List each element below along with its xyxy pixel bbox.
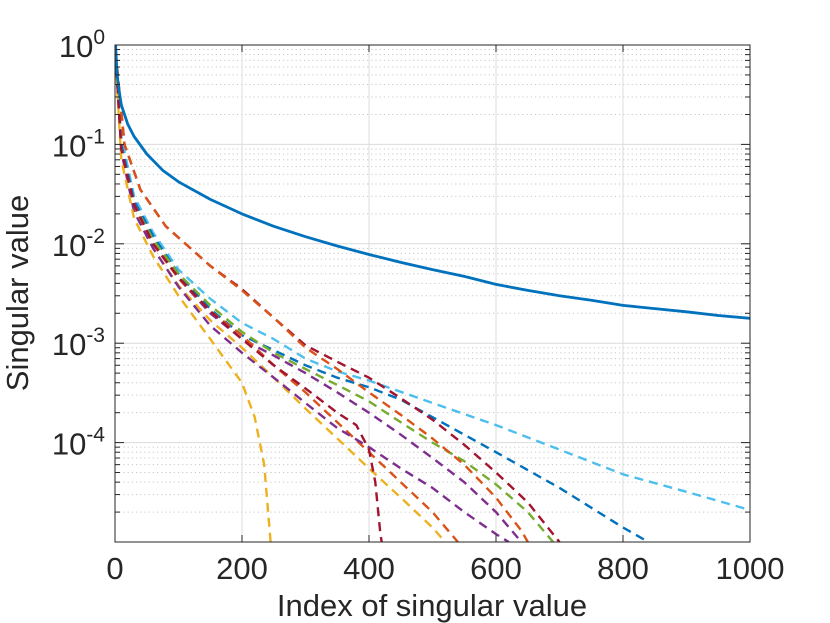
- y-tick-label: 100: [59, 26, 105, 64]
- y-axis-label: Singular value: [0, 195, 35, 391]
- series-line-A1: [115, 54, 750, 512]
- series-line-A6: [115, 54, 523, 542]
- x-tick-labels: 0 200 400 600 800 1000: [106, 551, 784, 586]
- series-layer: [115, 45, 750, 542]
- x-tick-label: 0: [106, 551, 123, 586]
- y-tick-label: 10-4: [52, 424, 105, 462]
- series-line-B4: [115, 54, 383, 542]
- y-tick-label: 10-1: [52, 125, 105, 163]
- x-axis-label: Index of singular value: [277, 588, 587, 623]
- axes-box: [114, 44, 751, 543]
- series-line-A7: [115, 54, 447, 542]
- y-tick-label: 10-3: [52, 324, 105, 362]
- series-line-B3: [115, 60, 272, 542]
- y-tick-label: 10-2: [52, 225, 105, 263]
- major-grid: [115, 45, 750, 542]
- plot-area: [115, 45, 750, 542]
- series-line-A5: [115, 51, 529, 542]
- x-tick-label: 200: [216, 551, 268, 586]
- x-tick-label: 400: [343, 551, 395, 586]
- series-line-B2: [115, 54, 510, 542]
- x-tick-label: 800: [597, 551, 649, 586]
- ticks: [114, 44, 751, 542]
- series-line-B1: [115, 54, 459, 542]
- series-line-A4: [115, 54, 555, 542]
- x-tick-label: 600: [470, 551, 522, 586]
- y-tick-labels: 100 10-1 10-2 10-3 10-4: [52, 26, 105, 462]
- series-line-full: [115, 45, 750, 320]
- x-tick-label: 1000: [716, 551, 785, 586]
- series-line-A2: [115, 54, 649, 542]
